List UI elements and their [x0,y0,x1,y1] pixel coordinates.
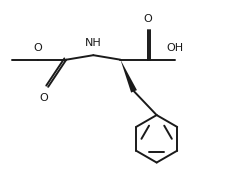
Text: O: O [39,93,48,103]
Text: OH: OH [166,43,184,53]
Text: O: O [144,14,152,24]
Text: O: O [34,43,42,54]
Text: NH: NH [85,38,102,48]
Polygon shape [120,60,137,93]
